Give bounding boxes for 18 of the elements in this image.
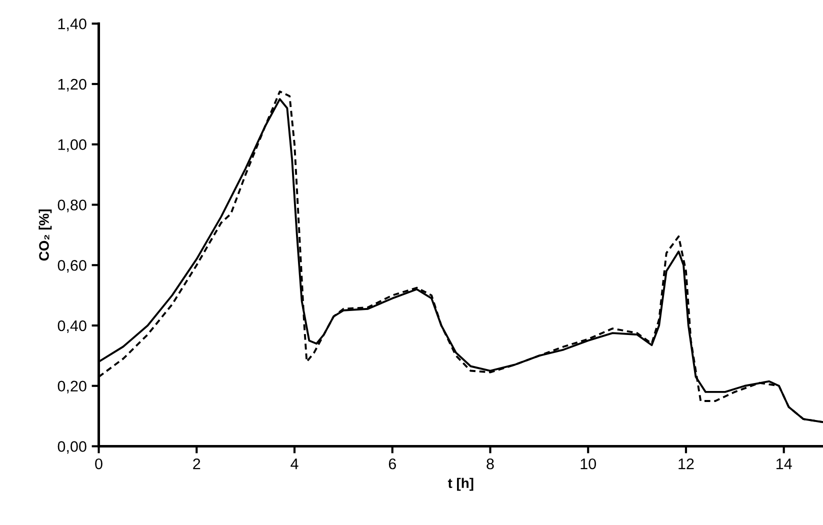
- y-tick-label: 0,00: [58, 441, 86, 454]
- y-tick-label: 0,40: [58, 320, 86, 333]
- x-tick-label: 2: [193, 458, 200, 470]
- x-tick-label: 14: [776, 458, 792, 470]
- x-tick-label: 8: [486, 458, 494, 470]
- y-tick-label: 0,60: [58, 260, 86, 273]
- x-tick-label: 10: [580, 458, 596, 470]
- x-tick-label: 0: [95, 458, 102, 470]
- y-tick-label: 1,40: [58, 18, 86, 32]
- y-tick-label: 0,20: [58, 380, 86, 394]
- y-axis-title: CO₂ [%]: [38, 209, 52, 261]
- y-tick-label: 1,00: [58, 139, 86, 152]
- x-tick-label: 6: [388, 458, 396, 470]
- y-tick-label: 0,80: [58, 200, 86, 212]
- x-tick-label: 4: [290, 458, 298, 470]
- x-axis-title: t [h]: [448, 478, 474, 491]
- y-tick-label: 1,20: [58, 78, 86, 92]
- x-tick-label: 12: [678, 458, 694, 470]
